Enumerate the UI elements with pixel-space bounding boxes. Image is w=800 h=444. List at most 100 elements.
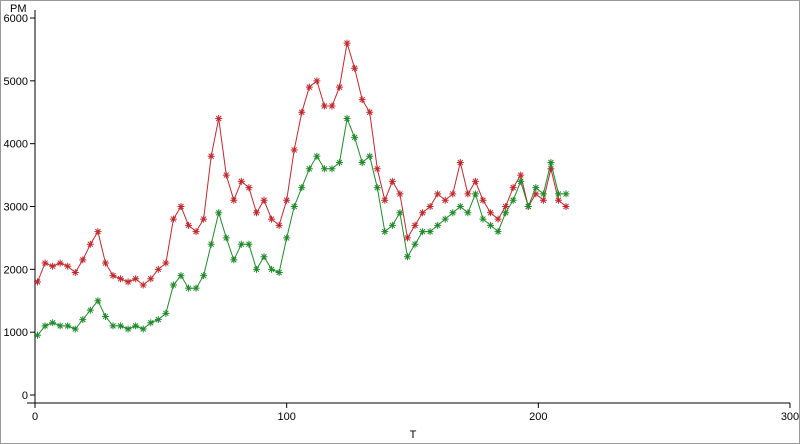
point-marker	[283, 234, 291, 242]
point-marker	[328, 102, 336, 110]
point-marker	[464, 209, 472, 217]
point-marker	[252, 265, 260, 273]
point-marker	[56, 322, 64, 330]
point-marker	[479, 215, 487, 223]
point-marker	[177, 203, 185, 210]
point-marker	[185, 221, 193, 229]
y-tick-label: 3000	[4, 202, 28, 214]
point-marker	[396, 209, 404, 217]
point-marker	[305, 165, 313, 173]
point-marker	[532, 190, 540, 198]
point-marker	[109, 272, 117, 280]
point-marker	[434, 190, 442, 198]
series-line	[37, 42, 567, 286]
point-marker	[388, 221, 396, 229]
point-marker	[260, 196, 268, 204]
point-marker	[245, 240, 253, 248]
point-marker	[373, 184, 381, 192]
point-marker	[547, 159, 555, 167]
point-marker	[539, 196, 547, 204]
point-marker	[275, 268, 283, 276]
point-marker	[328, 165, 336, 173]
point-marker	[139, 325, 147, 333]
point-marker	[162, 309, 170, 317]
point-marker	[41, 322, 49, 330]
point-marker	[411, 240, 419, 248]
point-marker	[456, 203, 464, 210]
point-marker	[336, 159, 344, 167]
point-marker	[313, 77, 321, 85]
point-marker	[230, 196, 238, 204]
point-marker	[94, 228, 102, 236]
point-marker	[381, 196, 389, 204]
y-axis-label: PM	[10, 3, 27, 15]
point-marker	[268, 265, 276, 273]
point-marker	[554, 196, 562, 204]
point-marker	[441, 196, 449, 204]
point-marker	[117, 275, 125, 283]
point-marker	[283, 196, 291, 204]
y-tick-label: 1000	[4, 327, 28, 339]
point-marker	[494, 215, 502, 223]
point-marker	[169, 215, 177, 223]
point-marker	[109, 322, 117, 330]
point-marker	[562, 190, 570, 198]
x-tick-label: 200	[529, 411, 547, 423]
point-marker	[547, 165, 555, 173]
x-tick-label: 100	[277, 411, 295, 423]
point-marker	[177, 272, 185, 280]
series-line	[37, 116, 566, 336]
point-marker	[351, 64, 359, 72]
point-marker	[275, 221, 283, 229]
point-marker	[336, 83, 344, 91]
point-marker	[305, 83, 313, 91]
point-marker	[373, 165, 381, 173]
point-marker	[434, 221, 442, 229]
y-tick-label: 2000	[4, 264, 28, 276]
point-marker	[162, 259, 170, 267]
point-marker	[396, 190, 404, 198]
point-marker	[494, 228, 502, 236]
point-marker	[388, 177, 396, 185]
point-marker	[49, 262, 57, 270]
point-marker	[471, 190, 479, 198]
point-marker	[509, 184, 517, 192]
point-marker	[49, 319, 57, 327]
point-marker	[207, 240, 215, 248]
point-marker	[139, 281, 147, 289]
point-marker	[169, 281, 177, 289]
point-marker	[34, 331, 42, 339]
point-marker	[230, 256, 238, 264]
point-marker	[502, 209, 510, 217]
point-marker	[320, 165, 328, 173]
x-axis-label: T	[410, 429, 417, 441]
point-marker	[487, 221, 495, 229]
point-marker	[268, 215, 276, 223]
x-tick-label: 300	[781, 411, 799, 423]
y-tick-label: 4000	[4, 139, 28, 151]
point-marker	[117, 322, 125, 330]
point-marker	[200, 215, 208, 223]
point-marker	[532, 184, 540, 192]
point-marker	[366, 152, 374, 160]
point-marker	[237, 240, 245, 248]
point-marker	[517, 171, 525, 179]
point-marker	[101, 259, 109, 267]
point-marker	[41, 259, 49, 267]
point-marker	[222, 234, 230, 242]
point-marker	[509, 196, 517, 204]
point-marker	[403, 253, 411, 261]
point-marker	[132, 322, 140, 330]
point-marker	[215, 115, 223, 123]
point-marker	[456, 159, 464, 167]
point-marker	[487, 209, 495, 217]
point-marker	[426, 203, 434, 210]
point-marker	[101, 312, 109, 320]
point-marker	[366, 108, 374, 116]
point-marker	[64, 322, 72, 330]
point-marker	[260, 253, 268, 261]
point-marker	[449, 209, 457, 217]
point-marker	[343, 39, 351, 47]
point-marker	[192, 284, 200, 292]
